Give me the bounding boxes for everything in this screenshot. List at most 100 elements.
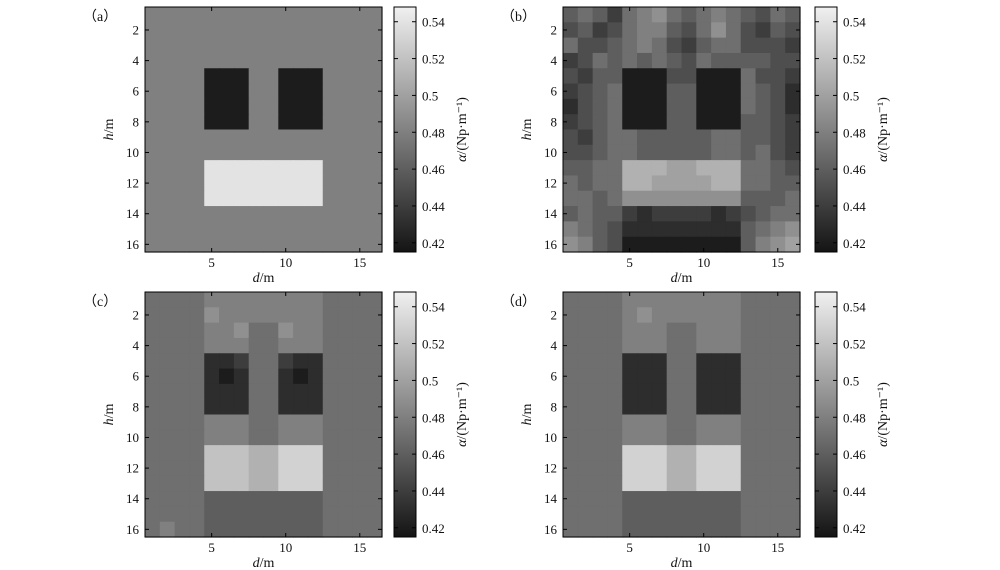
heatmap-cell <box>307 221 324 238</box>
heatmap-cell <box>696 52 712 69</box>
heatmap-cell <box>563 337 579 354</box>
heatmap-cell <box>740 337 757 354</box>
heatmap-cell <box>681 475 697 492</box>
heatmap-cell <box>159 460 176 477</box>
heatmap-cell <box>696 445 712 462</box>
y-tick-label: 4 <box>133 53 140 68</box>
heatmap-cell <box>293 22 309 39</box>
heatmap-cell <box>725 68 742 85</box>
heatmap-cell <box>563 506 579 523</box>
heatmap-cell <box>233 52 250 69</box>
heatmap-cell <box>263 337 279 354</box>
heatmap-cell <box>651 292 668 308</box>
heatmap-cell <box>592 114 609 131</box>
heatmap-cell <box>622 190 638 207</box>
heatmap-cell <box>651 414 668 431</box>
heatmap-cell <box>666 114 683 131</box>
heatmap-cell <box>248 460 265 477</box>
heatmap-cell <box>725 307 742 324</box>
heatmap-cell <box>159 368 176 385</box>
colorbar-tick-label: 0.46 <box>843 162 866 177</box>
heatmap-cell <box>755 206 771 222</box>
heatmap-cell <box>563 414 579 431</box>
heatmap-cell <box>577 383 594 400</box>
heatmap-cell <box>622 445 638 462</box>
heatmap-cell <box>770 221 786 238</box>
heatmap-cell <box>607 521 623 538</box>
heatmap-cell <box>307 414 324 431</box>
colorbar-title: α/(Np·m⁻¹) <box>876 382 891 447</box>
heatmap-cell <box>263 475 279 492</box>
heatmap-cell <box>219 22 235 39</box>
heatmap-cell <box>740 307 757 324</box>
heatmap-cell <box>577 368 594 385</box>
heatmap-cell <box>263 491 279 507</box>
heatmap-cell <box>322 206 339 222</box>
colorbar-tick-label: 0.48 <box>843 125 866 140</box>
heatmap-cell <box>248 414 265 431</box>
heatmap-cell <box>145 98 161 115</box>
heatmap-cell <box>725 190 742 207</box>
x-tick-label: 5 <box>626 540 633 555</box>
heatmap-cell <box>248 68 265 85</box>
heatmap-cell <box>577 399 594 416</box>
heatmap-cell <box>263 7 279 23</box>
heatmap-cell <box>666 236 683 253</box>
heatmap-cell <box>233 129 250 146</box>
heatmap-cell <box>189 22 205 39</box>
heatmap-cell <box>711 322 727 339</box>
heatmap-cell <box>666 521 683 538</box>
heatmap-cell <box>189 175 205 192</box>
heatmap-cell <box>293 160 309 177</box>
heatmap-cell <box>189 322 205 339</box>
heatmap-cell <box>248 114 265 131</box>
heatmap-cell <box>563 429 579 446</box>
heatmap-cell <box>248 83 265 100</box>
heatmap-cell <box>711 7 727 23</box>
heatmap-cell <box>666 83 683 100</box>
heatmap-cell <box>307 37 324 54</box>
heatmap-cell <box>293 399 309 416</box>
heatmap-cell <box>278 114 294 131</box>
heatmap-cell <box>563 383 579 400</box>
heatmap-cell <box>711 506 727 523</box>
heatmap-cell <box>145 475 161 492</box>
heatmap-cell <box>622 98 638 115</box>
heatmap-cell <box>770 460 786 477</box>
heatmap-cell <box>681 491 697 507</box>
heatmap-cell <box>622 521 638 538</box>
heatmap-cell <box>204 7 220 23</box>
heatmap-cell <box>337 399 353 416</box>
heatmap-cell <box>337 491 353 507</box>
heatmap-cell <box>607 292 623 308</box>
heatmap-cell <box>352 190 368 207</box>
heatmap-cell <box>233 206 250 222</box>
heatmap-cell <box>204 491 220 507</box>
heatmap-cell <box>352 52 368 69</box>
heatmap-cell <box>563 68 579 85</box>
heatmap-cell <box>263 129 279 146</box>
heatmap-cell <box>592 190 609 207</box>
y-axis-title: h/m <box>102 404 117 426</box>
heatmap-cell <box>352 414 368 431</box>
heatmap-cell <box>637 206 653 222</box>
heatmap-cell <box>563 190 579 207</box>
heatmap-cell <box>755 190 771 207</box>
colorbar-tick-label: 0.54 <box>422 15 445 30</box>
heatmap-cell <box>174 292 191 308</box>
heatmap-cell <box>367 22 383 39</box>
heatmap-cell <box>174 383 191 400</box>
heatmap-cell <box>233 429 250 446</box>
heatmap-cell <box>337 221 353 238</box>
heatmap-cell <box>159 307 176 324</box>
heatmap-cell <box>563 114 579 131</box>
heatmap-cell <box>785 52 801 69</box>
heatmap-cell <box>622 175 638 192</box>
heatmap-cell <box>219 236 235 253</box>
heatmap-cell <box>696 190 712 207</box>
heatmap-cell <box>637 322 653 339</box>
heatmap-cell <box>637 175 653 192</box>
heatmap-cell <box>352 221 368 238</box>
heatmap-cell <box>367 521 383 538</box>
heatmap-cell <box>159 475 176 492</box>
